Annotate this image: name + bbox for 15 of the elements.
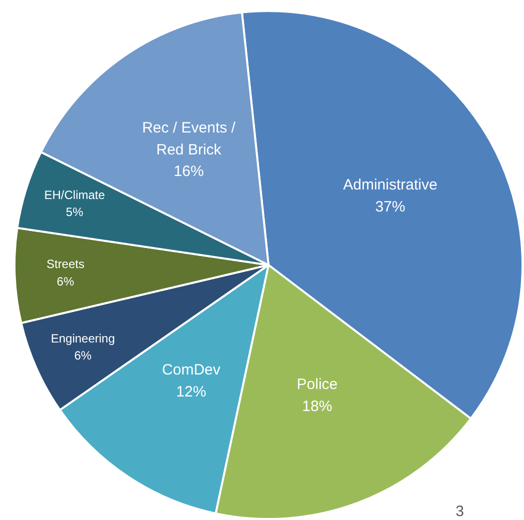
data-label: 6% [56, 274, 74, 289]
text: 3 [456, 503, 464, 520]
slice-label: EH/Climate [44, 188, 106, 202]
data-label: 18% [302, 398, 332, 415]
data-label: 5% [66, 205, 84, 220]
data-label: 16% [174, 163, 204, 180]
slice-label: Administrative [343, 176, 438, 194]
slice-label: Police [296, 376, 338, 394]
slice-label: Engineering [50, 331, 115, 346]
slice-label: ComDev [162, 362, 221, 379]
slice-label: Rec / Events / Red Brick [142, 120, 236, 158]
data-label: 6% [74, 348, 92, 363]
data-label: 12% [176, 383, 206, 400]
data-label: 37% [375, 198, 406, 216]
slice-label: Streets [46, 257, 84, 272]
